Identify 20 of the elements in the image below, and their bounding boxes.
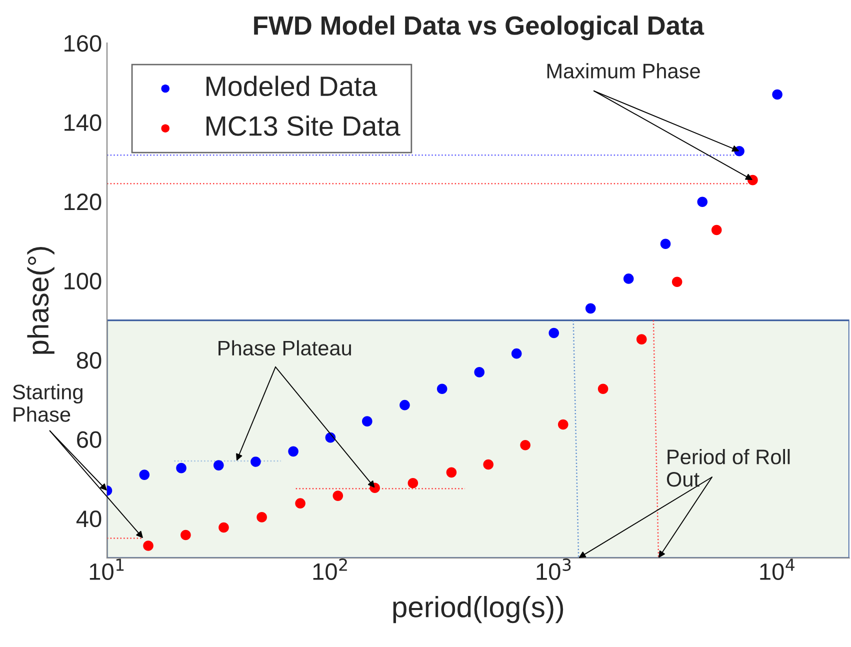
- annotation: Period of Roll Out: [666, 449, 790, 487]
- y-tick-label: 80: [76, 352, 102, 369]
- legend-label: Modeled Data: [206, 76, 378, 96]
- x-tick-label: 10$^{3}$: [536, 558, 571, 580]
- chart-title: FWD Model Data vs Geological Data: [254, 16, 704, 40]
- x-axis-title: period(log(s)): [393, 596, 564, 624]
- y-tick-label: 140: [64, 114, 102, 132]
- y-tick-label: 60: [77, 431, 102, 448]
- x-tick-label: 10$^{1}$: [90, 558, 124, 580]
- x-tick-label: 10$^{2}$: [313, 558, 347, 580]
- y-tick-label: 160: [64, 35, 102, 52]
- y-axis-title: phase(°): [27, 247, 54, 354]
- annotation: Phase Plateau: [218, 340, 351, 356]
- y-tick-label: 40: [76, 510, 102, 528]
- y-tick-label: 120: [64, 194, 102, 210]
- x-tick-label: 10$^{4}$: [760, 558, 794, 580]
- legend-label: MC13 Site Data: [206, 116, 400, 136]
- annotation: Maximum Phase: [547, 63, 700, 78]
- y-tick-label: 100: [64, 272, 102, 290]
- annotation: Starting Phase: [12, 384, 82, 422]
